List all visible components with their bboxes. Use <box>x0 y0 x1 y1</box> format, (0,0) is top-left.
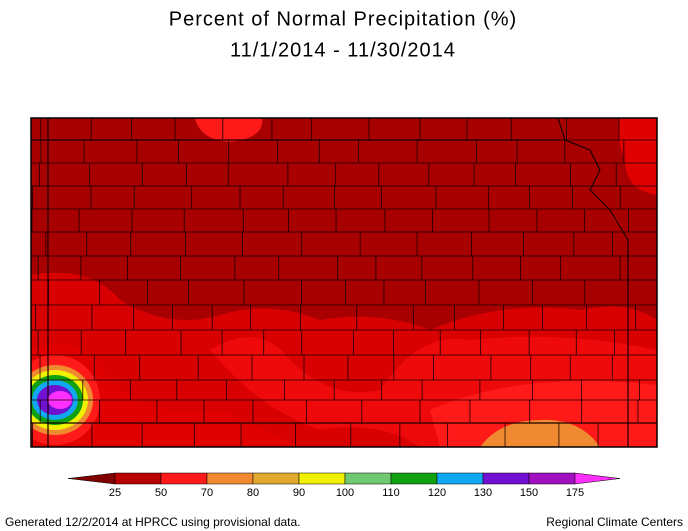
legend-swatch <box>298 472 346 485</box>
legend-swatch <box>67 472 116 485</box>
footer-right: Regional Climate Centers <box>546 515 683 529</box>
legend-swatch <box>160 472 208 485</box>
map <box>31 118 657 447</box>
legend-label: 150 <box>520 487 538 499</box>
legend-label: 175 <box>566 487 584 499</box>
legend-swatch <box>206 472 254 485</box>
title-line: Percent of Normal Precipitation (%) <box>169 8 517 30</box>
legend-label: 50 <box>155 487 167 499</box>
legend-label: 130 <box>474 487 492 499</box>
legend-label: 110 <box>382 487 400 499</box>
legend-swatch <box>344 472 392 485</box>
legend-label: 100 <box>336 487 354 499</box>
legend-swatch <box>436 472 484 485</box>
map-frame <box>30 117 658 448</box>
legend-swatch <box>114 472 162 485</box>
legend-swatch <box>482 472 530 485</box>
legend-swatch <box>574 472 621 485</box>
title-line: 11/1/2014 - 11/30/2014 <box>230 39 456 61</box>
legend-label: 120 <box>428 487 446 499</box>
legend-swatch <box>390 472 438 485</box>
legend-label: 25 <box>109 487 121 499</box>
footer-left: Generated 12/2/2014 at HPRCC using provi… <box>5 515 301 529</box>
legend-swatch <box>252 472 300 485</box>
legend-label: 90 <box>293 487 305 499</box>
legend-label: 80 <box>247 487 259 499</box>
legend: 25 50 70 80 90 100 110 120 130 150 175 <box>67 472 621 499</box>
legend-swatch <box>528 472 576 485</box>
legend-label: 70 <box>201 487 213 499</box>
